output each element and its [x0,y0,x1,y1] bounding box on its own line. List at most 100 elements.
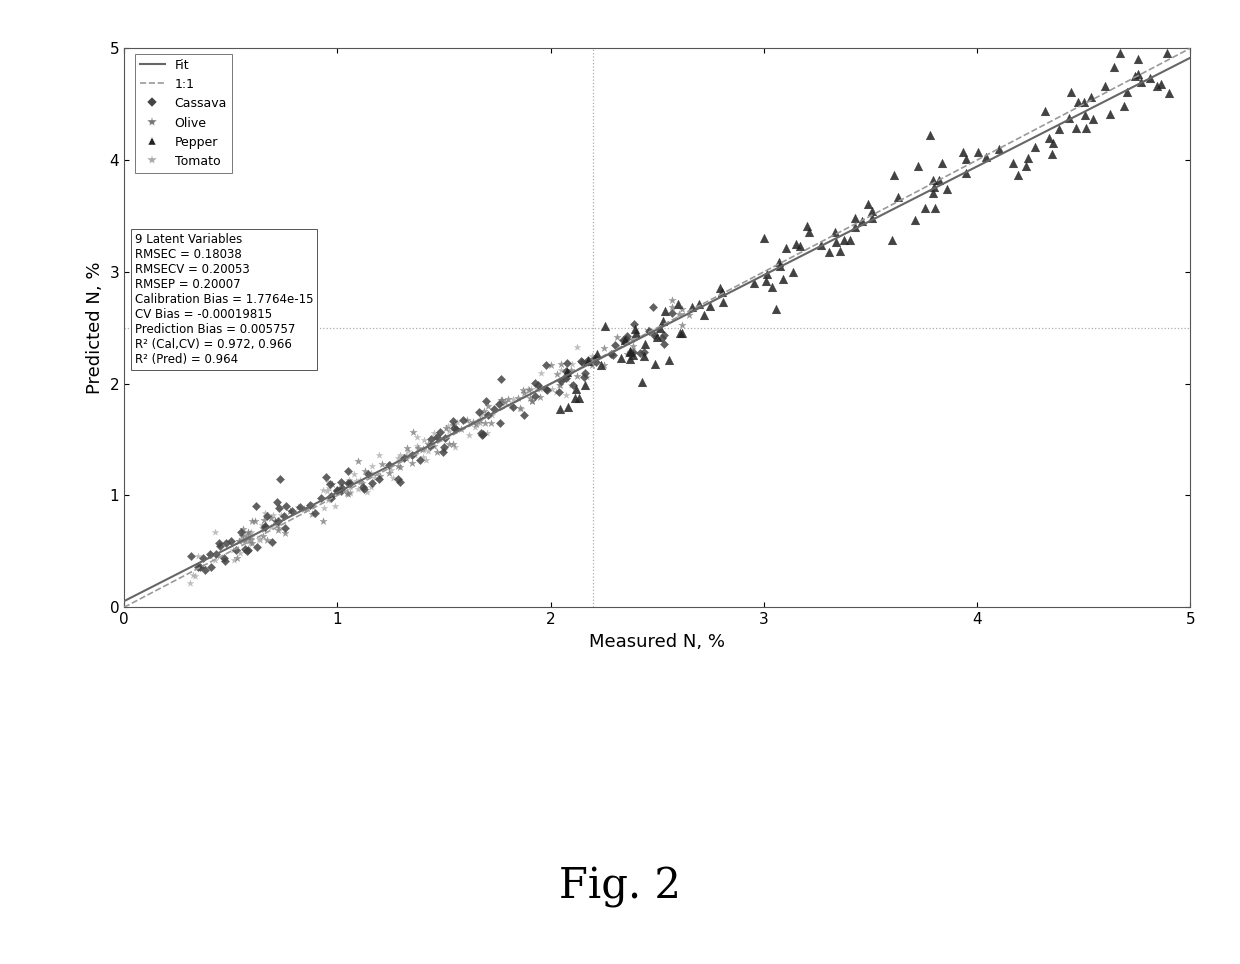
Point [231,524,250,540]
Point [713,295,733,310]
Point [549,401,569,416]
Point [653,328,673,343]
Point [776,240,796,255]
Point [915,200,935,215]
Point [434,442,454,458]
Point [1049,121,1069,137]
Point [268,513,288,528]
Point [193,559,213,575]
Point [1159,86,1179,101]
Point [466,416,486,432]
Point [811,237,831,253]
Point [446,421,466,437]
Point [645,327,665,342]
Point [232,528,252,544]
Point [257,509,277,524]
Point [541,357,560,372]
Point [575,377,595,392]
Point [275,521,295,536]
Point [763,280,782,295]
Point [290,499,310,515]
Point [433,444,453,460]
Point [1008,167,1028,182]
Point [254,513,274,528]
Point [332,480,352,495]
Point [379,466,399,481]
Point [206,524,226,540]
Point [210,536,229,551]
Point [693,307,713,322]
Point [239,531,259,547]
Point [701,298,720,313]
Point [247,498,267,514]
Point [766,301,786,316]
Point [552,372,572,388]
Point [340,486,360,501]
Point [1125,68,1145,84]
Point [552,373,572,388]
Point [215,553,234,569]
Point [443,436,463,451]
Point [626,325,646,340]
Point [341,480,361,495]
Point [229,546,249,561]
Point [397,450,417,466]
Point [908,159,928,174]
Point [418,437,438,452]
Point [639,323,658,338]
Point [280,503,300,519]
Point [744,276,764,291]
Point [1025,140,1045,155]
Point [774,271,794,286]
Point [606,330,626,345]
Point [565,381,585,396]
Point [339,486,358,501]
Point [820,245,839,260]
Point [1061,84,1081,99]
Point [689,296,709,311]
Point [314,500,334,516]
Point [574,365,594,381]
Point [407,438,427,453]
Point [536,382,556,397]
Point [414,432,434,447]
Point [611,351,631,366]
Point [340,474,360,490]
Point [250,532,270,548]
Point [672,318,692,334]
Point [327,484,347,499]
Point [265,514,285,529]
Point [241,529,260,545]
Point [532,365,552,381]
Point [439,423,459,439]
Point [1068,94,1087,110]
Text: Fig. 2: Fig. 2 [559,866,681,908]
Point [350,472,370,488]
Point [584,350,604,365]
Point [905,212,925,228]
Point [435,420,455,436]
Point [588,346,608,362]
Point [188,549,208,564]
Point [630,345,650,361]
Point [425,429,445,444]
Point [403,424,423,440]
Point [510,400,529,415]
Point [312,514,332,529]
Point [233,522,253,537]
Point [331,483,351,498]
Point [311,491,331,506]
Point [186,569,206,584]
Point [238,529,258,545]
Point [591,358,611,373]
Point [222,533,242,549]
Point [577,369,596,385]
Point [503,399,523,415]
Point [352,475,372,491]
Point [578,353,598,368]
Point [552,371,572,387]
Point [603,347,622,362]
Point [224,552,244,568]
Point [1066,120,1086,135]
Point [531,381,551,396]
